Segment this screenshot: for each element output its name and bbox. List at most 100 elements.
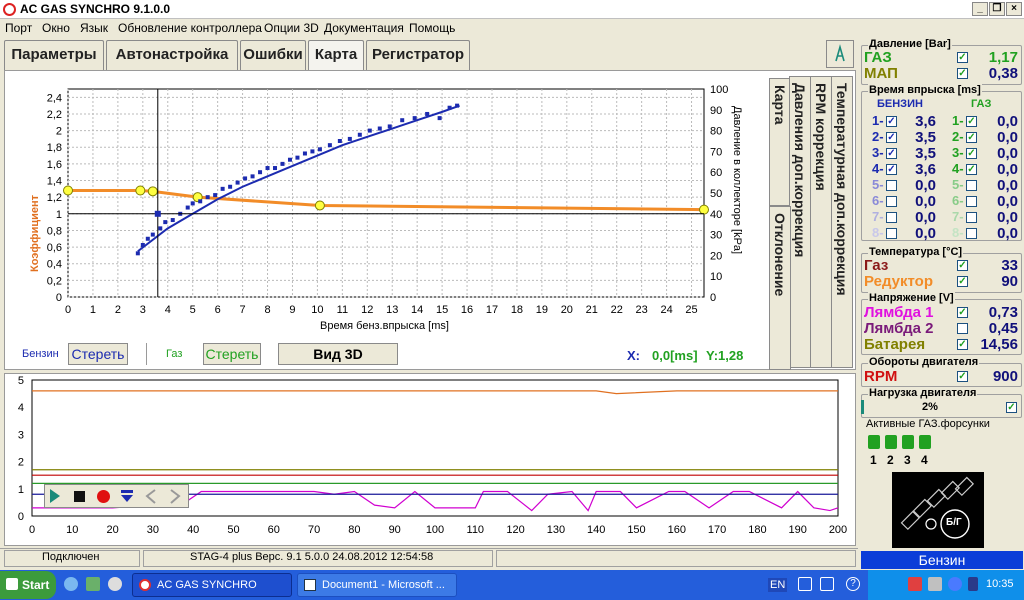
- tray-icon[interactable]: [798, 577, 812, 591]
- bg-switch-icon[interactable]: [940, 509, 970, 539]
- gas-injector-checkbox[interactable]: ✓: [966, 132, 977, 143]
- coefficient-point[interactable]: [63, 185, 73, 196]
- language-indicator[interactable]: EN: [768, 578, 788, 592]
- pressure-title: Давление [Bar]: [868, 38, 952, 50]
- tab-errors[interactable]: Ошибки: [240, 40, 306, 70]
- menu-window[interactable]: Окно: [42, 21, 70, 35]
- side-tab-deviation[interactable]: Отклонение: [769, 206, 791, 370]
- gas-injector-checkbox[interactable]: ✓: [966, 164, 977, 175]
- benzin-injector-checkbox[interactable]: [886, 196, 897, 207]
- play-icon[interactable]: [50, 489, 60, 503]
- rpm-value: 900: [992, 368, 1018, 385]
- load-checkbox[interactable]: ✓: [1006, 402, 1017, 413]
- recorder-chart[interactable]: 0 10 20 30 40 50 60 70 80 90 100 110 120 130 140 150 160…: [4, 374, 856, 545]
- temp-reducer-checkbox[interactable]: ✓: [957, 276, 968, 287]
- pressure-map-checkbox[interactable]: ✓: [957, 68, 968, 79]
- coefficient-line[interactable]: [68, 189, 705, 212]
- x-tick-label: 17: [486, 304, 498, 316]
- tray-icon[interactable]: [968, 577, 978, 591]
- y-readout-value: Y:1,28: [706, 348, 744, 363]
- side-tab-pressure-correction[interactable]: Давления доп.коррекция: [789, 76, 811, 368]
- recorder-x-tick: 160: [668, 524, 686, 536]
- tray-icon[interactable]: [820, 577, 834, 591]
- gas-injector-checkbox[interactable]: [966, 196, 977, 207]
- task-document1[interactable]: Document1 - Microsoft ...: [297, 573, 457, 597]
- benzin-injector-checkbox[interactable]: [886, 212, 897, 223]
- benzin-injector-checkbox[interactable]: [886, 228, 897, 239]
- view-3d-button[interactable]: Вид 3D: [278, 343, 398, 365]
- gas-injector-checkbox[interactable]: [966, 228, 977, 239]
- battery-checkbox[interactable]: ✓: [957, 339, 968, 350]
- start-button[interactable]: Start: [0, 571, 56, 599]
- prev-icon[interactable]: [143, 488, 159, 505]
- coefficient-point[interactable]: [699, 204, 709, 215]
- windows-logo-icon: [6, 578, 18, 590]
- tab-map[interactable]: Карта: [308, 40, 364, 70]
- maximize-button[interactable]: ❐: [989, 2, 1005, 16]
- gas-injector-checkbox[interactable]: [966, 180, 977, 191]
- lambda1-checkbox[interactable]: ✓: [957, 307, 968, 318]
- menu-port[interactable]: Порт: [5, 21, 33, 35]
- minimize-button[interactable]: _: [972, 2, 988, 16]
- menu-documentation[interactable]: Документация: [324, 21, 404, 35]
- clear-benzin-button[interactable]: Стереть: [68, 343, 128, 365]
- task-ac-gas-synchro[interactable]: AC GAS SYNCHRO: [132, 573, 292, 597]
- stop-icon[interactable]: [74, 491, 85, 502]
- tab-parameters[interactable]: Параметры: [4, 40, 104, 70]
- help-button[interactable]: [826, 40, 854, 68]
- recorder-x-tick: 60: [268, 524, 280, 536]
- pressure-point: [302, 151, 307, 156]
- save-down-icon[interactable]: [120, 489, 134, 504]
- gas-injector-checkbox[interactable]: ✓: [966, 148, 977, 159]
- help-tray-icon[interactable]: ?: [846, 577, 860, 591]
- record-icon[interactable]: [97, 490, 110, 503]
- tray-icon[interactable]: [908, 577, 922, 591]
- menu-help[interactable]: Помощь: [409, 21, 456, 35]
- recorder-x-tick: 50: [227, 524, 239, 536]
- tray-icon[interactable]: [948, 577, 962, 591]
- tab-autotune[interactable]: Автонастройка: [106, 40, 238, 70]
- coefficient-point[interactable]: [135, 185, 146, 196]
- recorder-x-tick: 70: [308, 524, 320, 536]
- pressure-point: [317, 147, 322, 152]
- next-icon[interactable]: [167, 488, 183, 505]
- benzin-injector-checkbox[interactable]: ✓: [886, 164, 897, 175]
- close-button[interactable]: ×: [1006, 2, 1022, 16]
- gas-injector-checkbox[interactable]: ✓: [966, 116, 977, 127]
- media-icon[interactable]: [108, 577, 122, 591]
- lambda2-checkbox[interactable]: [957, 323, 968, 334]
- tab-recorder[interactable]: Регистратор: [366, 40, 470, 70]
- y-tick-label: 2: [56, 126, 62, 138]
- coefficient-point[interactable]: [147, 186, 158, 197]
- browser-icon[interactable]: [64, 577, 78, 591]
- active-injectors-title: Активные ГАЗ.форсунки: [866, 418, 990, 430]
- side-tab-rpm-correction[interactable]: RPM коррекция: [810, 76, 832, 368]
- menu-language[interactable]: Язык: [80, 21, 109, 35]
- side-tab-temperature-correction[interactable]: Температурная доп.коррекция: [831, 76, 853, 368]
- battery-label: Батарея: [864, 336, 926, 353]
- pressure-gas-checkbox[interactable]: ✓: [957, 52, 968, 63]
- coefficient-point[interactable]: [314, 200, 325, 211]
- clear-gas-button[interactable]: Стереть: [203, 343, 261, 365]
- load-bar: [861, 400, 1001, 414]
- menu-update-controller[interactable]: Обновление контроллера: [118, 21, 262, 35]
- temp-gas-checkbox[interactable]: ✓: [957, 260, 968, 271]
- gas-injector-checkbox[interactable]: [966, 212, 977, 223]
- status-cell: [143, 550, 493, 567]
- y-tick-label: 1,2: [47, 192, 62, 204]
- benzin-injector-value: 3,6: [915, 113, 936, 130]
- quicklaunch-icon[interactable]: [86, 577, 100, 591]
- benzin-injector-checkbox[interactable]: ✓: [886, 132, 897, 143]
- benzin-injector-checkbox[interactable]: ✓: [886, 148, 897, 159]
- pressure-point: [213, 193, 218, 198]
- benzin-injector-checkbox[interactable]: [886, 180, 897, 191]
- pressure-point: [295, 155, 300, 160]
- menu-3d-options[interactable]: Опции 3D: [264, 21, 319, 35]
- rpm-checkbox[interactable]: ✓: [957, 371, 968, 382]
- tray-icon[interactable]: [928, 577, 942, 591]
- device-status: STAG-4 plus Верс. 9.1 5.0.0 24.08.2012 1…: [190, 551, 434, 563]
- side-tab-map[interactable]: Карта: [769, 78, 791, 206]
- recorder-x-tick: 20: [106, 524, 118, 536]
- benzin-injector-checkbox[interactable]: ✓: [886, 116, 897, 127]
